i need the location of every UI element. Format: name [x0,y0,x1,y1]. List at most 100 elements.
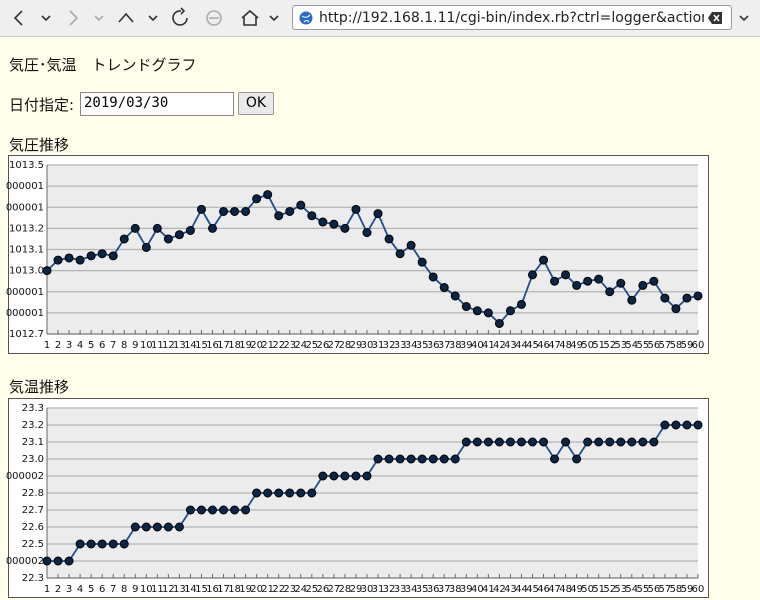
data-point [660,420,670,430]
data-point [439,283,449,293]
y-tick-label: 1013.1 [9,245,44,256]
x-tick-label: 1 [44,584,50,595]
x-tick-label: 28 [339,584,352,595]
x-tick-label: 16 [206,340,219,351]
data-point [307,488,317,498]
x-tick-label: 23 [283,340,296,351]
x-tick-label: 29 [350,584,363,595]
data-point [351,471,361,481]
data-point [141,242,151,252]
up-menu[interactable] [148,15,158,22]
y-tick-label: 000002 [6,556,44,567]
x-tick-label: 43 [504,584,517,595]
url-text[interactable]: http://192.168.1.11/cgi-bin/index.rb?ctr… [319,10,704,26]
url-menu[interactable] [736,0,756,36]
data-point [130,522,140,532]
data-point [494,318,504,328]
x-tick-label: 10 [140,584,153,595]
x-tick-label: 12 [162,340,175,351]
date-label: 日付指定: [9,96,75,114]
y-tick-label: 000001 [6,181,44,192]
x-tick-label: 27 [328,584,341,595]
x-tick-label: 5 [88,340,94,351]
data-point [174,230,184,240]
data-point [627,437,637,447]
x-tick-label: 31 [372,340,385,351]
x-tick-label: 9 [132,584,138,595]
y-tick-label: 1013.0 [9,266,44,277]
back-menu[interactable] [41,15,51,22]
data-point [373,454,383,464]
data-point [616,437,626,447]
x-tick-label: 46 [537,584,550,595]
x-tick-label: 41 [482,584,495,595]
x-tick-label: 7 [110,340,116,351]
data-point [649,437,659,447]
x-tick-label: 52 [603,584,616,595]
x-tick-label: 40 [471,340,484,351]
y-tick-label: 1013.5 [9,160,44,171]
data-point [428,272,438,282]
data-point [594,437,604,447]
stop-button[interactable] [206,10,222,26]
x-tick-label: 44 [515,340,528,351]
data-point [86,539,96,549]
x-tick-label: 56 [647,340,660,351]
home-button[interactable] [241,9,259,26]
forward-button[interactable] [69,10,79,26]
clear-button[interactable] [706,7,724,29]
url-bar[interactable]: http://192.168.1.11/cgi-bin/index.rb?ctr… [292,5,732,30]
data-point [318,217,328,227]
reload-button[interactable] [172,7,188,26]
data-point [185,225,195,235]
x-tick-label: 4 [77,584,83,595]
y-tick-label: 000001 [6,308,44,319]
data-point [252,194,262,204]
x-tick-label: 37 [438,584,451,595]
x-tick-label: 33 [394,584,407,595]
x-tick-label: 42 [493,340,506,351]
back-button[interactable] [13,10,23,26]
data-point [539,437,549,447]
data-point [406,240,416,250]
x-tick-label: 51 [592,340,605,351]
x-tick-label: 33 [394,340,407,351]
nav-icons [13,7,279,26]
data-point [583,437,593,447]
data-point [572,280,582,290]
up-button[interactable] [118,12,134,23]
y-tick-label: 22.6 [22,522,44,533]
data-point [638,280,648,290]
data-point [594,274,604,284]
x-tick-label: 13 [173,584,186,595]
data-point [86,251,96,261]
data-point [649,276,659,286]
x-tick-label: 6 [99,340,105,351]
y-tick-label: 23.0 [22,454,44,465]
x-tick-label: 48 [559,584,572,595]
x-tick-label: 5 [88,584,94,595]
data-point [152,522,162,532]
data-point [660,293,670,303]
x-tick-label: 31 [372,584,385,595]
ok-button[interactable]: OK [238,92,274,115]
x-tick-label: 19 [239,340,252,351]
data-point [329,471,339,481]
x-tick-label: 2 [55,584,61,595]
data-point [230,206,240,216]
x-tick-label: 11 [151,340,164,351]
x-tick-label: 8 [121,584,127,595]
data-point [450,454,460,464]
home-menu[interactable] [269,15,279,22]
x-tick-label: 20 [250,584,263,595]
data-point [208,505,218,515]
x-tick-label: 14 [184,584,197,595]
data-point [196,505,206,515]
date-input[interactable]: 2019/03/30 [80,92,234,116]
data-point [208,223,218,233]
x-tick-label: 32 [383,340,396,351]
x-tick-label: 58 [670,584,683,595]
data-point [119,234,129,244]
forward-menu[interactable] [94,15,104,22]
